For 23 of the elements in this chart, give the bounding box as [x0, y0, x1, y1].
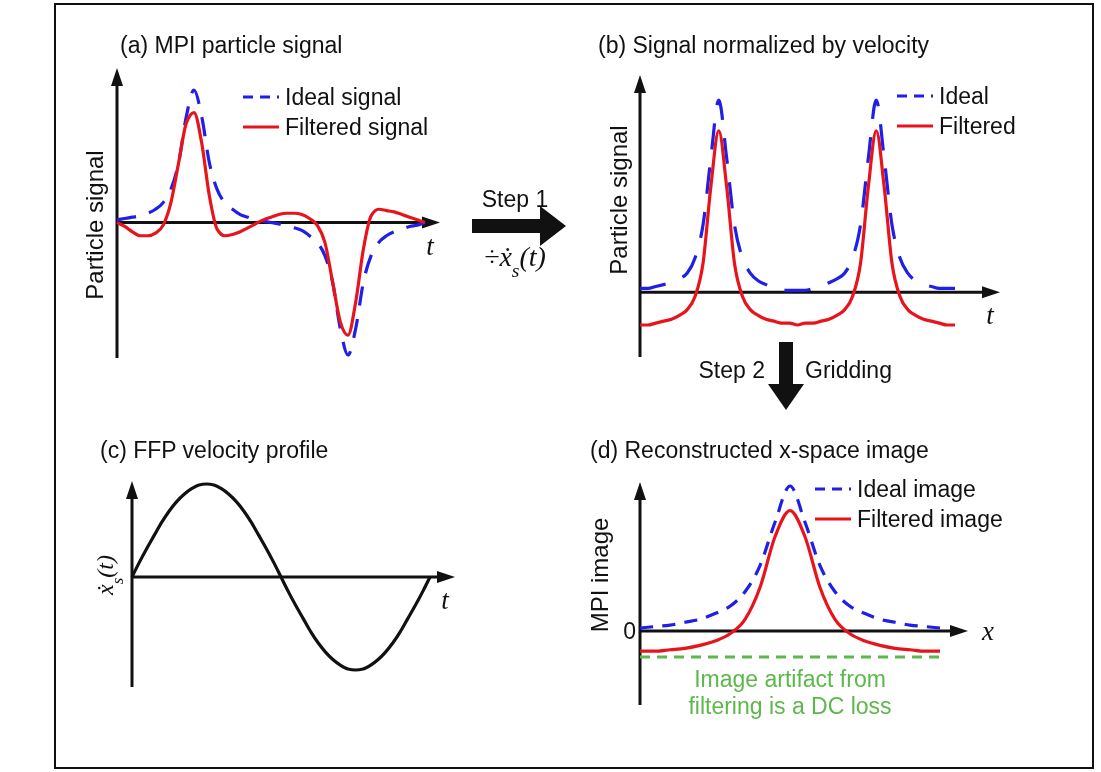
text: 0 [623, 618, 636, 644]
x-axis-title: t [986, 300, 996, 331]
chart-title: (b) Signal normalized by velocity [598, 32, 930, 58]
legend-label: Ideal [939, 83, 989, 109]
ref-line-label: Image artifact from filtering is a DC loss [688, 666, 892, 719]
x-axis-title: t [426, 230, 436, 261]
x-axis-title: t [441, 585, 451, 615]
legend-label: Ideal signal [285, 84, 402, 110]
chart-title: (d) Reconstructed x-space image [590, 437, 929, 463]
text: Step 2 [698, 357, 765, 383]
legend-label: Ideal image [857, 476, 976, 502]
x-axis-title: x [981, 615, 995, 646]
legend-label: Filtered signal [285, 114, 429, 140]
legend-label: Filtered image [857, 506, 1003, 532]
text: Gridding [805, 357, 892, 383]
text: Step 1 [481, 186, 549, 212]
chart-title: (a) MPI particle signal [120, 32, 343, 58]
y-axis-title: Particle signal [81, 150, 108, 300]
y-axis-title: MPI image [586, 517, 613, 633]
chart-title: (c) FFP velocity profile [100, 437, 329, 463]
text: ÷ẋ$_{s}$(t) [484, 241, 546, 281]
y-axis-title: Particle signal [605, 125, 632, 275]
legend-label: Filtered [939, 113, 1016, 139]
